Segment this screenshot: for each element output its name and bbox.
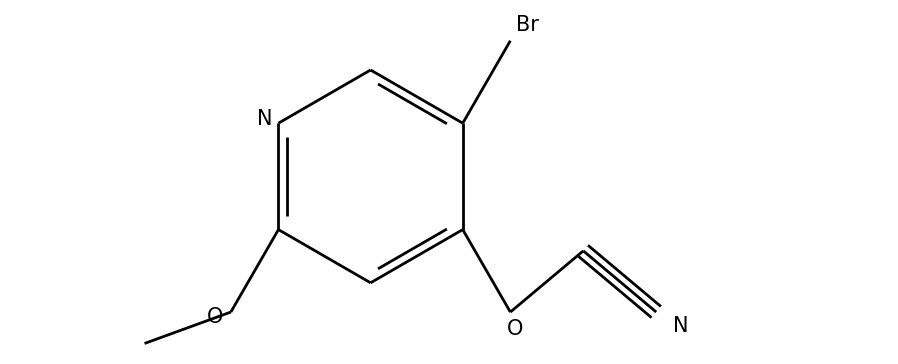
Text: O: O (207, 306, 224, 327)
Text: Br: Br (516, 15, 539, 35)
Text: N: N (257, 109, 273, 129)
Text: O: O (506, 319, 523, 339)
Text: N: N (674, 316, 689, 336)
